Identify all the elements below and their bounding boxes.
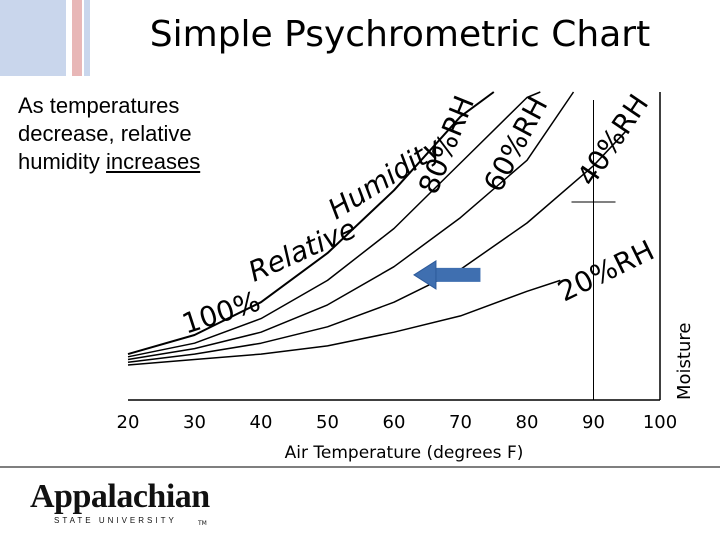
header-decoration-accent xyxy=(72,0,82,76)
header-decoration-thin xyxy=(84,0,90,76)
header-decoration-left xyxy=(0,0,66,76)
x-tick-label: 30 xyxy=(183,412,206,433)
explanation-underlined-word: increases xyxy=(106,149,201,174)
explanation-text: As temperatures decrease, relative humid… xyxy=(18,92,278,176)
explanation-line-3: humidity increases xyxy=(18,148,278,176)
x-tick-labels: 20 30 40 50 60 70 80 90 100 xyxy=(117,412,678,433)
x-tick-label: 60 xyxy=(383,412,406,433)
rh-label-40: 40%RH xyxy=(570,88,655,192)
y-axis-label: Moisture xyxy=(674,323,695,400)
rh-curve-2 xyxy=(127,91,541,358)
x-tick-label: 90 xyxy=(582,412,605,433)
slide-title: Simple Psychrometric Chart xyxy=(149,14,651,55)
rh-label-60: 60%RH xyxy=(477,91,554,197)
university-logo: Appalachian STATE UNIVERSITY TM xyxy=(22,478,210,528)
x-tick-label: 20 xyxy=(117,412,140,433)
chart-axes xyxy=(128,92,661,401)
rh-label-20: 20%RH xyxy=(553,234,660,309)
explanation-prefix: humidity xyxy=(18,149,107,174)
x-axis-label: Air Temperature (degrees F) xyxy=(285,443,524,463)
logo-wordmark: Appalachian xyxy=(30,478,210,515)
x-tick-label: 80 xyxy=(516,412,539,433)
cooling-arrow-head xyxy=(413,259,437,290)
rh-curve-4 xyxy=(127,129,628,364)
x-tick-label: 50 xyxy=(316,412,339,433)
explanation-line-1: As temperatures xyxy=(18,93,180,118)
logo-subtitle: STATE UNIVERSITY xyxy=(54,516,177,525)
x-tick-label: 100 xyxy=(643,412,677,433)
rh-curves xyxy=(127,91,628,366)
footer-divider xyxy=(0,466,720,468)
x-tick-label: 40 xyxy=(250,412,273,433)
explanation-line-2: decrease, relative xyxy=(18,121,192,146)
arrow-group xyxy=(413,259,481,290)
rh-curve-1 xyxy=(127,91,495,356)
marker-group xyxy=(571,100,616,400)
rh-label-100: 100% xyxy=(178,285,264,341)
rh-curve-5 xyxy=(127,279,561,366)
rh-curve-3 xyxy=(127,91,575,361)
logo-trademark: TM xyxy=(198,520,207,527)
x-tick-label: 70 xyxy=(449,412,472,433)
